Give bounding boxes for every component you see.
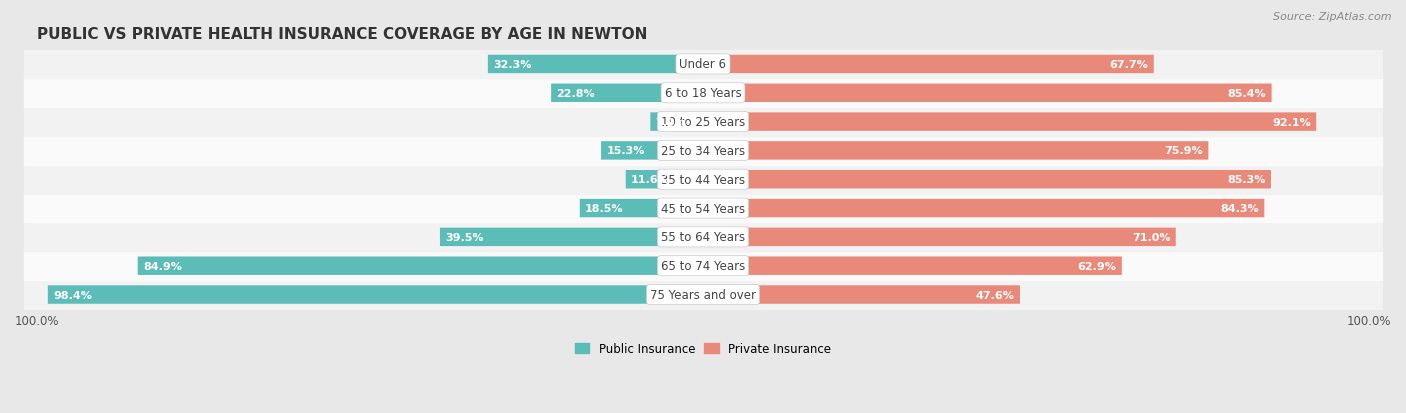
Text: 67.7%: 67.7%: [1109, 60, 1149, 70]
Text: PUBLIC VS PRIVATE HEALTH INSURANCE COVERAGE BY AGE IN NEWTON: PUBLIC VS PRIVATE HEALTH INSURANCE COVER…: [37, 27, 648, 42]
Text: 35 to 44 Years: 35 to 44 Years: [661, 173, 745, 186]
Text: 84.9%: 84.9%: [143, 261, 181, 271]
FancyBboxPatch shape: [703, 113, 1316, 131]
Bar: [24, 166, 1382, 194]
Bar: [24, 79, 1382, 108]
Text: 75.9%: 75.9%: [1164, 146, 1204, 156]
Text: Source: ZipAtlas.com: Source: ZipAtlas.com: [1274, 12, 1392, 22]
Text: 85.4%: 85.4%: [1227, 88, 1267, 99]
Text: 18.5%: 18.5%: [585, 204, 624, 214]
Text: 92.1%: 92.1%: [1272, 117, 1310, 127]
FancyBboxPatch shape: [703, 171, 1271, 189]
Text: 65 to 74 Years: 65 to 74 Years: [661, 259, 745, 273]
Text: 55 to 64 Years: 55 to 64 Years: [661, 231, 745, 244]
FancyBboxPatch shape: [602, 142, 703, 160]
Text: 19 to 25 Years: 19 to 25 Years: [661, 116, 745, 129]
Text: 85.3%: 85.3%: [1227, 175, 1265, 185]
Bar: [24, 280, 1382, 309]
FancyBboxPatch shape: [579, 199, 703, 218]
Text: 98.4%: 98.4%: [53, 290, 93, 300]
Legend: Public Insurance, Private Insurance: Public Insurance, Private Insurance: [571, 338, 835, 360]
Text: 47.6%: 47.6%: [976, 290, 1015, 300]
Bar: [24, 223, 1382, 252]
Text: 84.3%: 84.3%: [1220, 204, 1258, 214]
Bar: [24, 50, 1382, 79]
FancyBboxPatch shape: [626, 171, 703, 189]
FancyBboxPatch shape: [703, 199, 1264, 218]
Text: 39.5%: 39.5%: [446, 233, 484, 242]
Bar: [24, 194, 1382, 223]
Bar: [24, 137, 1382, 166]
FancyBboxPatch shape: [703, 257, 1122, 275]
Text: 62.9%: 62.9%: [1077, 261, 1116, 271]
Text: 75 Years and over: 75 Years and over: [650, 288, 756, 301]
Text: 15.3%: 15.3%: [606, 146, 645, 156]
Text: 71.0%: 71.0%: [1132, 233, 1170, 242]
Text: 11.6%: 11.6%: [631, 175, 669, 185]
FancyBboxPatch shape: [651, 113, 703, 131]
FancyBboxPatch shape: [703, 228, 1175, 247]
Text: 22.8%: 22.8%: [557, 88, 595, 99]
Text: 7.9%: 7.9%: [655, 117, 686, 127]
FancyBboxPatch shape: [703, 286, 1019, 304]
FancyBboxPatch shape: [48, 286, 703, 304]
Text: Under 6: Under 6: [679, 58, 727, 71]
Text: 25 to 34 Years: 25 to 34 Years: [661, 145, 745, 157]
Text: 6 to 18 Years: 6 to 18 Years: [665, 87, 741, 100]
FancyBboxPatch shape: [138, 257, 703, 275]
Text: 45 to 54 Years: 45 to 54 Years: [661, 202, 745, 215]
FancyBboxPatch shape: [703, 56, 1154, 74]
Bar: [24, 108, 1382, 137]
FancyBboxPatch shape: [703, 142, 1208, 160]
Text: 32.3%: 32.3%: [494, 60, 531, 70]
FancyBboxPatch shape: [440, 228, 703, 247]
FancyBboxPatch shape: [703, 84, 1271, 103]
Bar: [24, 252, 1382, 280]
FancyBboxPatch shape: [488, 56, 703, 74]
FancyBboxPatch shape: [551, 84, 703, 103]
